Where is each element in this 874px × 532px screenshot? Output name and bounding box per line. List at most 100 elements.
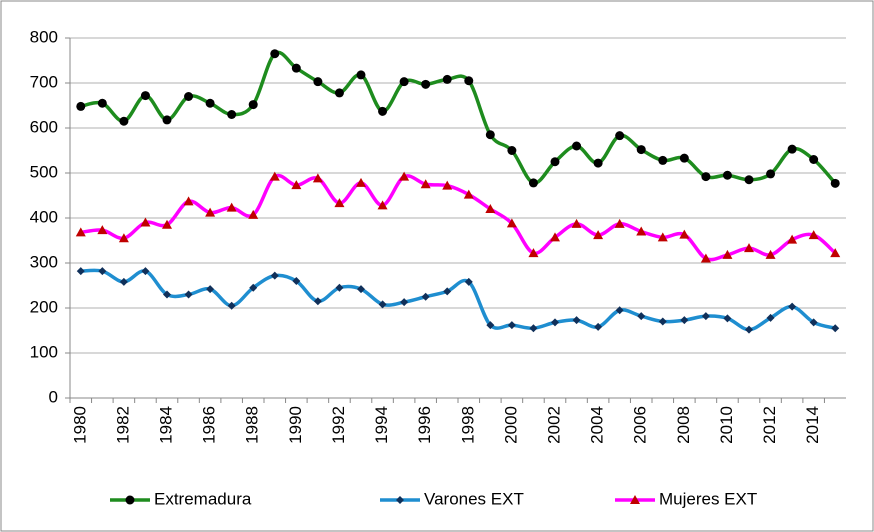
point bbox=[205, 207, 216, 217]
point bbox=[442, 74, 452, 84]
point bbox=[396, 496, 404, 504]
point bbox=[700, 253, 711, 263]
point bbox=[119, 277, 128, 286]
point bbox=[140, 91, 150, 101]
point bbox=[443, 287, 452, 296]
point bbox=[357, 285, 365, 294]
x-tick-label: 1986 bbox=[200, 406, 219, 444]
point bbox=[550, 157, 560, 167]
point bbox=[571, 218, 582, 228]
point bbox=[334, 198, 345, 208]
point bbox=[140, 217, 151, 227]
point bbox=[292, 277, 301, 285]
x-tick-label: 1980 bbox=[70, 406, 89, 444]
point bbox=[356, 70, 366, 80]
point bbox=[184, 290, 193, 299]
x-tick-label: 2002 bbox=[544, 406, 563, 444]
point bbox=[658, 155, 668, 165]
point bbox=[76, 101, 86, 111]
point bbox=[399, 171, 410, 181]
point bbox=[701, 312, 710, 321]
point bbox=[400, 298, 409, 307]
point bbox=[551, 318, 559, 327]
point bbox=[745, 325, 753, 334]
point bbox=[614, 218, 625, 228]
point bbox=[227, 301, 236, 310]
y-tick-label: 500 bbox=[30, 162, 58, 181]
x-tick-label: 1992 bbox=[329, 406, 348, 444]
point bbox=[291, 63, 301, 73]
point bbox=[119, 116, 129, 126]
y-tick-label: 600 bbox=[30, 117, 58, 136]
point bbox=[507, 321, 516, 330]
point bbox=[98, 267, 107, 276]
point bbox=[312, 173, 323, 183]
x-tick-label: 2014 bbox=[803, 406, 822, 444]
point bbox=[378, 300, 387, 309]
point bbox=[226, 202, 237, 212]
point bbox=[162, 219, 172, 229]
point bbox=[248, 209, 259, 219]
point bbox=[572, 316, 581, 325]
point bbox=[722, 170, 732, 180]
point bbox=[97, 98, 107, 108]
point bbox=[680, 316, 689, 325]
legend-label: Varones EXT bbox=[424, 489, 524, 508]
point bbox=[269, 171, 280, 181]
point bbox=[830, 178, 840, 188]
point bbox=[636, 145, 646, 155]
point bbox=[830, 248, 841, 258]
point bbox=[377, 200, 388, 210]
point bbox=[572, 141, 582, 151]
point bbox=[421, 292, 430, 301]
point bbox=[744, 175, 754, 185]
point bbox=[630, 495, 640, 504]
point bbox=[463, 189, 474, 199]
point bbox=[356, 177, 366, 187]
point bbox=[528, 178, 538, 188]
x-tick-label: 1994 bbox=[372, 406, 391, 444]
point bbox=[141, 267, 150, 276]
point bbox=[657, 232, 668, 242]
point bbox=[787, 144, 797, 154]
point bbox=[420, 179, 431, 189]
x-tick-label: 1990 bbox=[286, 406, 305, 444]
y-tick-label: 0 bbox=[49, 387, 58, 406]
point bbox=[507, 146, 517, 155]
x-tick-label: 2004 bbox=[588, 406, 607, 444]
point bbox=[744, 243, 754, 253]
point bbox=[809, 318, 818, 327]
point bbox=[679, 229, 690, 239]
y-tick-label: 400 bbox=[30, 207, 58, 226]
point bbox=[334, 88, 344, 98]
point bbox=[399, 77, 409, 87]
point bbox=[313, 77, 323, 87]
point bbox=[270, 271, 279, 280]
point bbox=[636, 226, 647, 236]
point bbox=[593, 158, 603, 168]
point bbox=[270, 49, 280, 59]
x-tick-label: 1982 bbox=[113, 406, 132, 444]
x-tick-label: 1988 bbox=[243, 406, 262, 444]
point bbox=[766, 313, 775, 322]
point bbox=[291, 180, 302, 190]
point bbox=[125, 495, 135, 505]
point bbox=[227, 110, 237, 119]
point bbox=[183, 196, 194, 206]
point bbox=[506, 218, 517, 228]
point bbox=[486, 321, 495, 330]
point bbox=[76, 267, 85, 276]
point bbox=[766, 169, 776, 179]
point bbox=[464, 76, 474, 86]
y-tick-label: 300 bbox=[30, 252, 58, 271]
point bbox=[248, 100, 258, 110]
point bbox=[722, 249, 733, 259]
point bbox=[162, 115, 172, 125]
point bbox=[485, 204, 496, 213]
point bbox=[808, 230, 819, 240]
point bbox=[788, 302, 797, 311]
legend-label: Mujeres EXT bbox=[659, 489, 757, 508]
point bbox=[184, 92, 194, 101]
